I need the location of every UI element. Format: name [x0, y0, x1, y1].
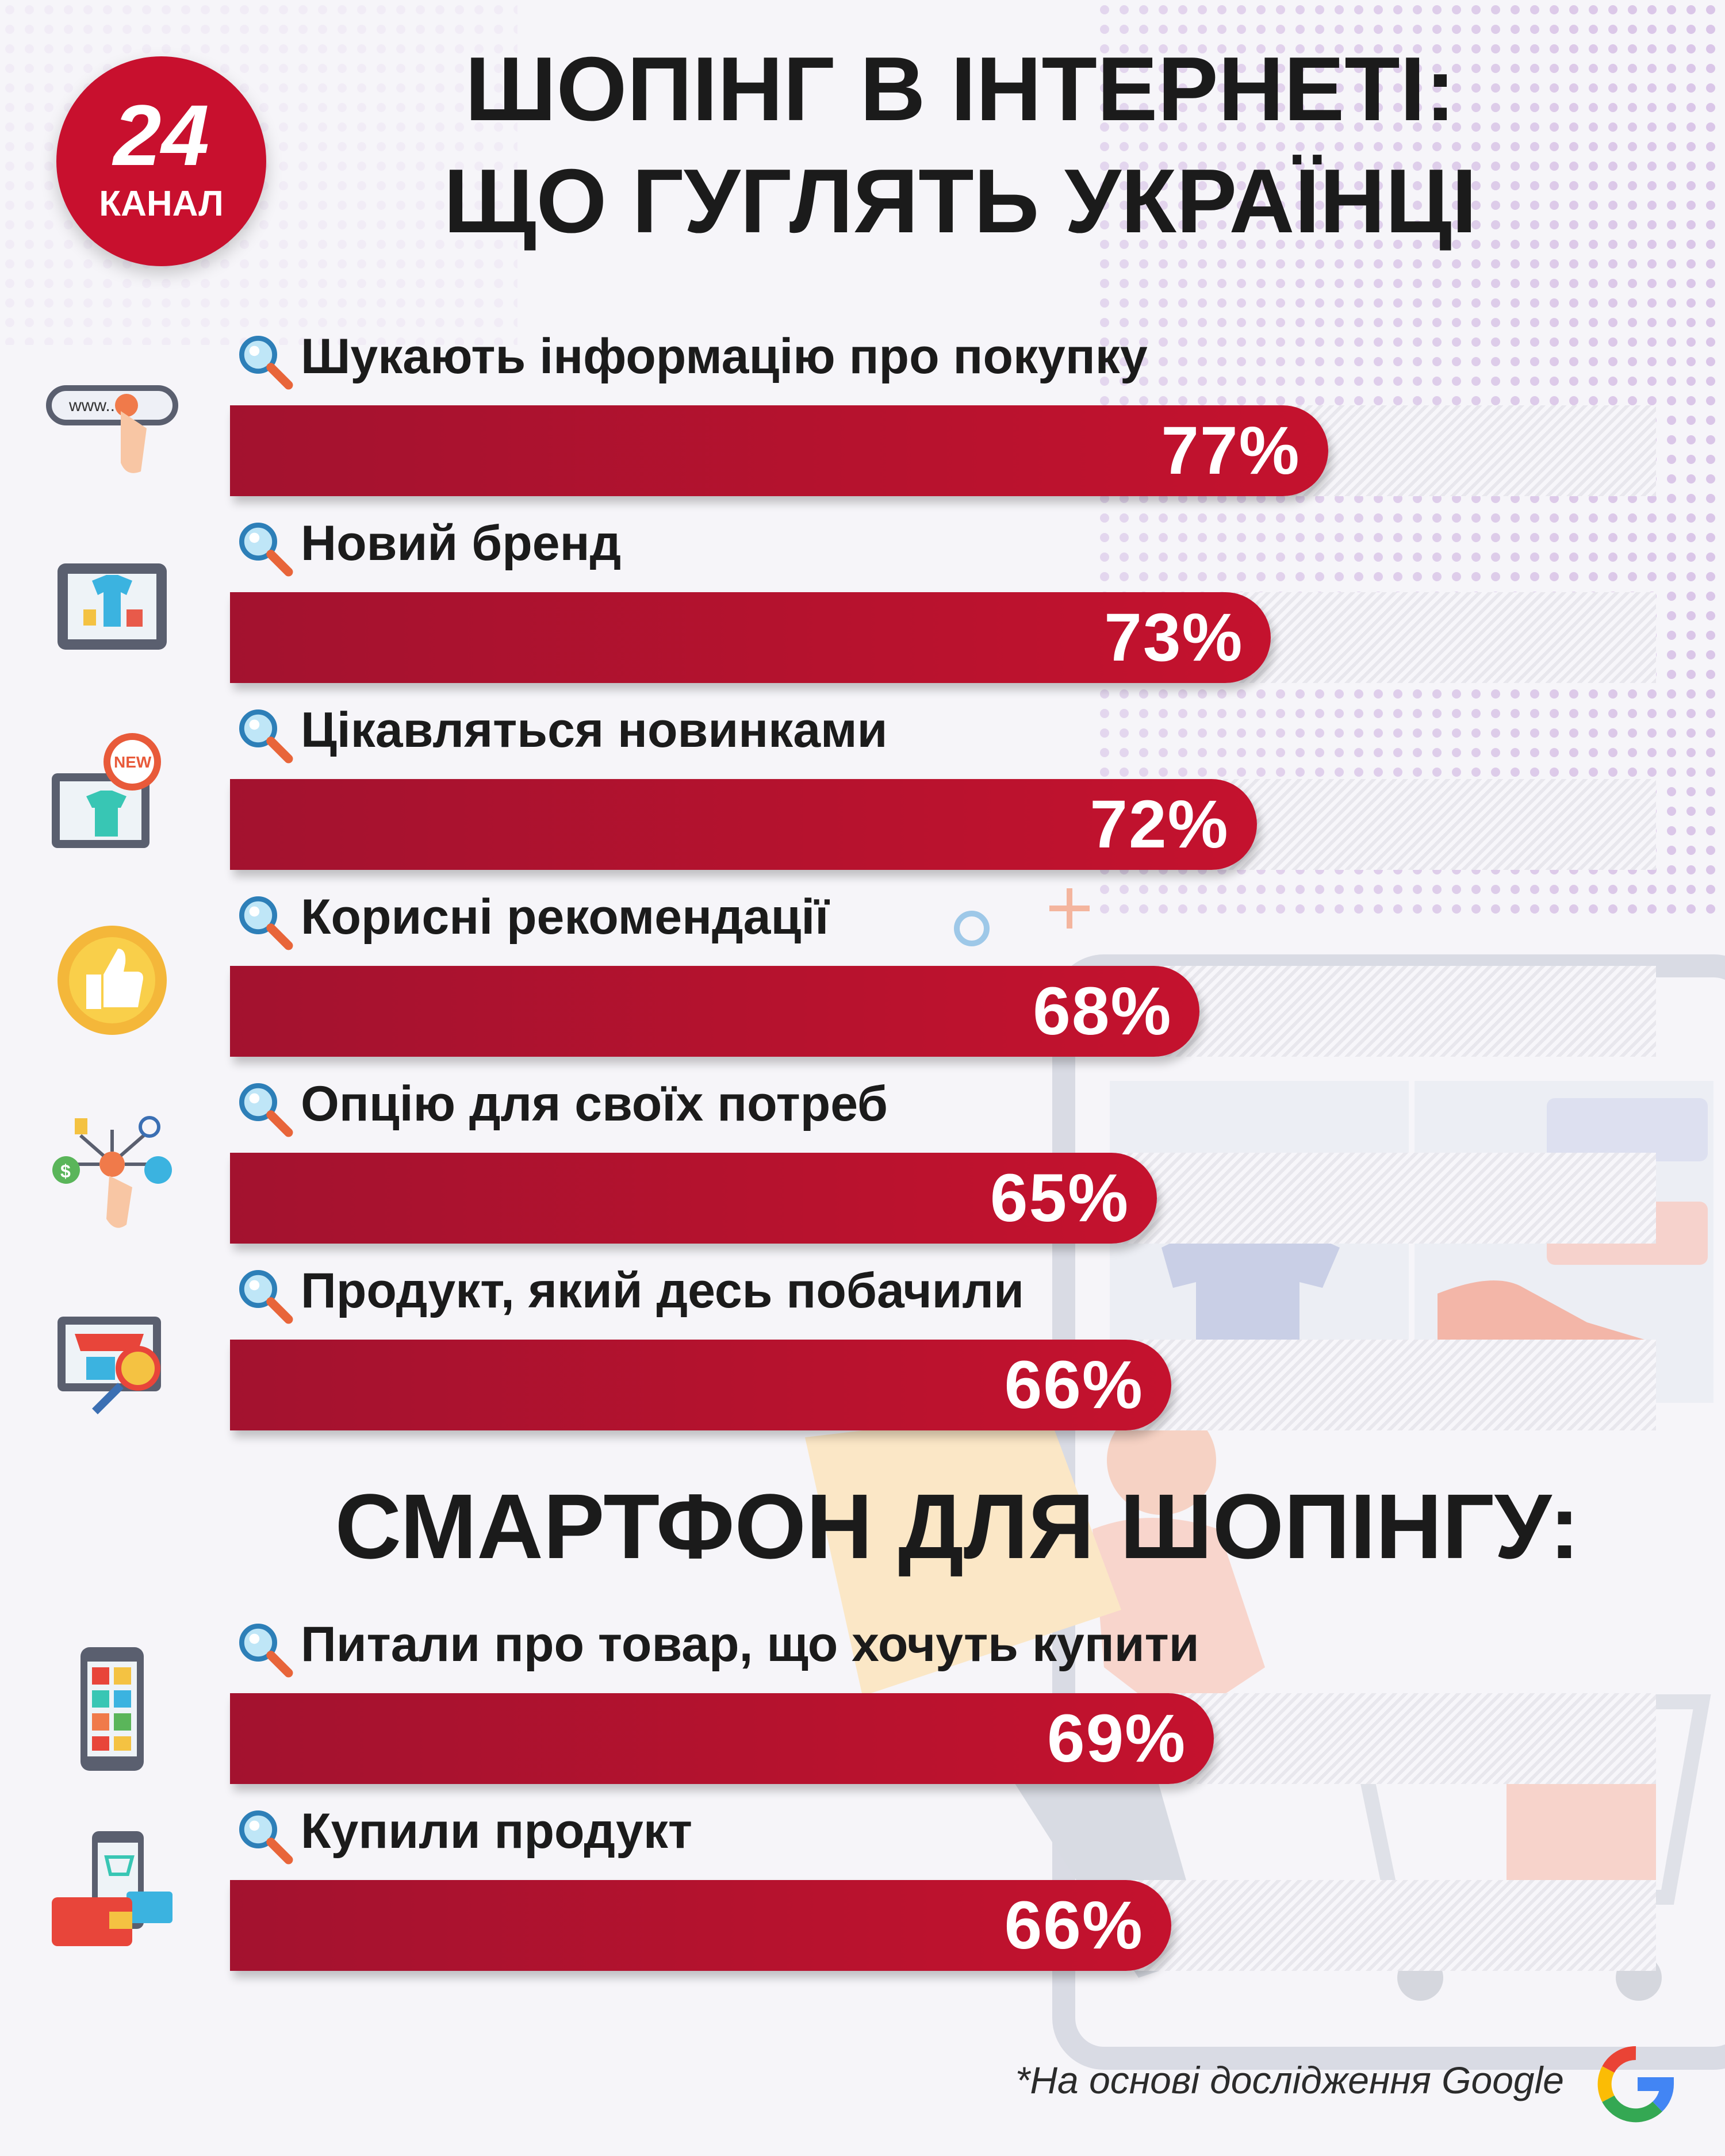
magnifier-icon — [239, 1083, 293, 1137]
page-title-line2: ЩО ГУГЛЯТЬ УКРАЇНЦІ — [443, 151, 1477, 252]
magnifier-icon — [239, 336, 293, 390]
bar-value-label: 73% — [1104, 600, 1244, 676]
bar-value-label: 69% — [1047, 1701, 1187, 1777]
bar-category-text: Цікавляться новинками — [301, 703, 888, 758]
magnifier-icon — [239, 1810, 293, 1865]
google-icon — [1597, 2046, 1674, 2123]
online-store-icon — [57, 563, 167, 650]
magnifier-icon — [239, 896, 293, 950]
bar: 72% — [230, 779, 1257, 870]
bar-value-label: 66% — [1004, 1888, 1144, 1963]
bar: 68% — [230, 966, 1200, 1057]
bar-category-text: Продукт, який десь побачили — [301, 1263, 1025, 1318]
section2-title: СМАРТФОН ДЛЯ ШОПІНГУ: — [335, 1475, 1580, 1578]
bar-category-text: Опцію для своїх потреб — [301, 1076, 888, 1131]
bar: 77% — [230, 405, 1328, 496]
bar-value-label: 65% — [990, 1160, 1129, 1236]
magnifier-icon — [239, 709, 293, 764]
bar-category-text: Шукають інформацію про покупку — [301, 329, 1148, 384]
magnifier-icon — [239, 1270, 293, 1324]
bar-category-text: Купили продукт — [301, 1804, 693, 1859]
page-title-line1: ШОПІНГ В ІНТЕРНЕТІ: — [465, 39, 1456, 140]
bar-category-text: Питали про товар, що хочуть купити — [301, 1617, 1199, 1672]
footnote: *На основі дослідження Google — [1015, 2059, 1564, 2101]
bar-value-label: 66% — [1004, 1347, 1144, 1423]
bar: 65% — [230, 1153, 1157, 1244]
logo-text: КАНАЛ — [99, 184, 224, 224]
svg-text:$: $ — [60, 1161, 71, 1181]
smartphone-apps-icon — [80, 1647, 144, 1771]
thumbs-up-badge-icon — [57, 926, 167, 1035]
new-product-icon: NEW — [52, 733, 161, 848]
bar: 69% — [230, 1693, 1214, 1784]
bar-value-label: 72% — [1090, 787, 1229, 862]
bar: 73% — [230, 592, 1271, 683]
options-choice-icon: $ — [52, 1116, 172, 1228]
magnifier-icon — [239, 523, 293, 577]
svg-text:NEW: NEW — [114, 753, 152, 771]
magnifier-icon — [239, 1624, 293, 1678]
bar: 66% — [230, 1340, 1171, 1430]
bar-value-label: 77% — [1161, 413, 1301, 489]
bar-category-text: Корисні рекомендації — [301, 889, 829, 945]
channel-24-logo: 24 КАНАЛ — [56, 56, 266, 266]
logo-number: 24 — [113, 87, 209, 183]
web-search-icon: www.. — [46, 385, 178, 473]
svg-text:www..: www.. — [68, 396, 115, 415]
online-shop-magnifier-icon — [57, 1317, 161, 1414]
bar: 66% — [230, 1880, 1171, 1971]
bar-value-label: 68% — [1033, 973, 1172, 1049]
bar-category-text: Новий бренд — [301, 516, 622, 571]
mobile-payment-wallet-icon — [52, 1831, 172, 1946]
